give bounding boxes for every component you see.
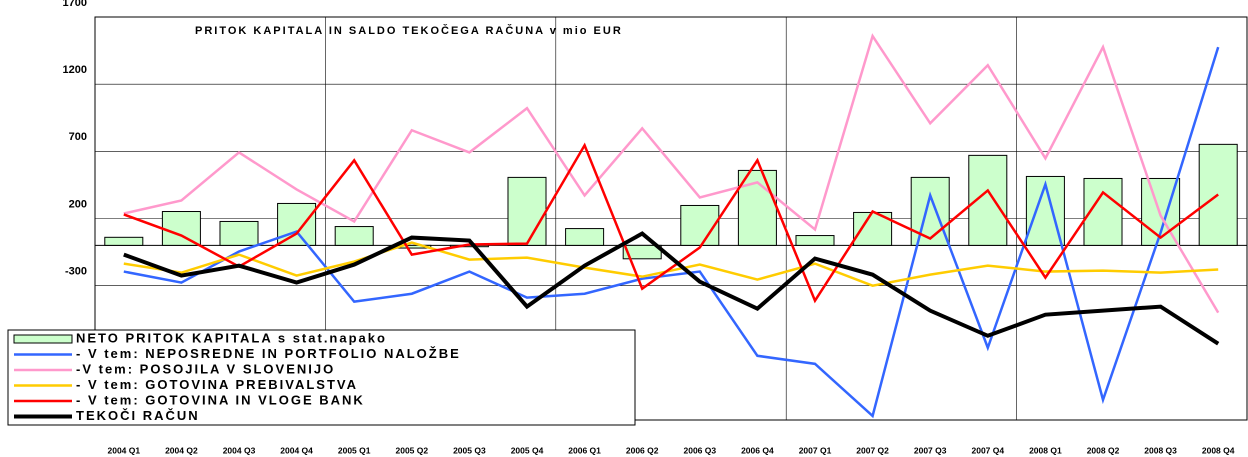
bar xyxy=(910,176,950,246)
x-tick-label: 2008 Q3 xyxy=(1144,445,1177,455)
y-tick-label: 1200 xyxy=(63,64,87,76)
bar xyxy=(507,176,547,246)
x-tick-label: 2007 Q3 xyxy=(914,445,947,455)
y-tick-label: 700 xyxy=(69,131,87,143)
bar xyxy=(219,220,259,246)
bar xyxy=(334,226,374,246)
x-tick-label: 2005 Q2 xyxy=(395,445,428,455)
x-tick-label: 2005 Q4 xyxy=(511,445,544,455)
x-tick-label: 2005 Q1 xyxy=(338,445,371,455)
x-tick-label: 2006 Q1 xyxy=(568,445,601,455)
bar xyxy=(622,244,662,260)
series-line xyxy=(123,241,1219,287)
x-tick-label: 2006 Q2 xyxy=(626,445,659,455)
legend-label: - V tem: NEPOSREDNE IN PORTFOLIO NALOŽBE xyxy=(76,346,461,361)
x-tick-label: 2004 Q3 xyxy=(223,445,256,455)
x-tick-label: 2004 Q2 xyxy=(165,445,198,455)
y-tick-label: 200 xyxy=(69,198,87,210)
x-tick-label: 2006 Q4 xyxy=(741,445,774,455)
bar xyxy=(104,236,144,246)
legend: NETO PRITOK KAPITALA s stat.napako- V te… xyxy=(7,329,636,426)
bar xyxy=(277,202,317,246)
y-tick-label: -300 xyxy=(65,266,87,278)
legend-box xyxy=(7,329,636,426)
x-tick-label: 2007 Q2 xyxy=(856,445,889,455)
x-tick-label: 2007 Q1 xyxy=(799,445,832,455)
y-tick-label: 1700 xyxy=(63,0,87,9)
legend-label: - V tem: GOTOVINA IN VLOGE BANK xyxy=(76,392,365,407)
bar xyxy=(161,211,201,246)
series-line xyxy=(123,46,1220,419)
legend-label: - V tem: GOTOVINA PREBIVALSTVA xyxy=(76,377,358,392)
bar xyxy=(795,235,835,246)
x-tick-label: 2006 Q3 xyxy=(683,445,716,455)
legend-label: TEKOČI RAČUN xyxy=(76,408,200,423)
x-tick-label: 2004 Q1 xyxy=(107,445,140,455)
x-tick-label: 2008 Q2 xyxy=(1087,445,1120,455)
x-tick-label: 2008 Q4 xyxy=(1202,445,1235,455)
x-tick-label: 2004 Q4 xyxy=(280,445,313,455)
x-tick-label: 2008 Q1 xyxy=(1029,445,1062,455)
legend-label: NETO PRITOK KAPITALA s stat.napako xyxy=(76,330,387,345)
series-line xyxy=(123,142,1219,304)
chart-title: PRITOK KAPITALA IN SALDO TEKOČEGA RAČUNA… xyxy=(195,24,623,37)
series-line xyxy=(123,33,1220,314)
legend-swatch xyxy=(13,334,73,344)
series-line xyxy=(123,231,1220,346)
x-tick-label: 2007 Q4 xyxy=(971,445,1004,455)
bar xyxy=(565,228,605,246)
x-tick-label: 2005 Q3 xyxy=(453,445,486,455)
legend-label: -V tem: POSOJILA V SLOVENIJO xyxy=(76,361,335,376)
